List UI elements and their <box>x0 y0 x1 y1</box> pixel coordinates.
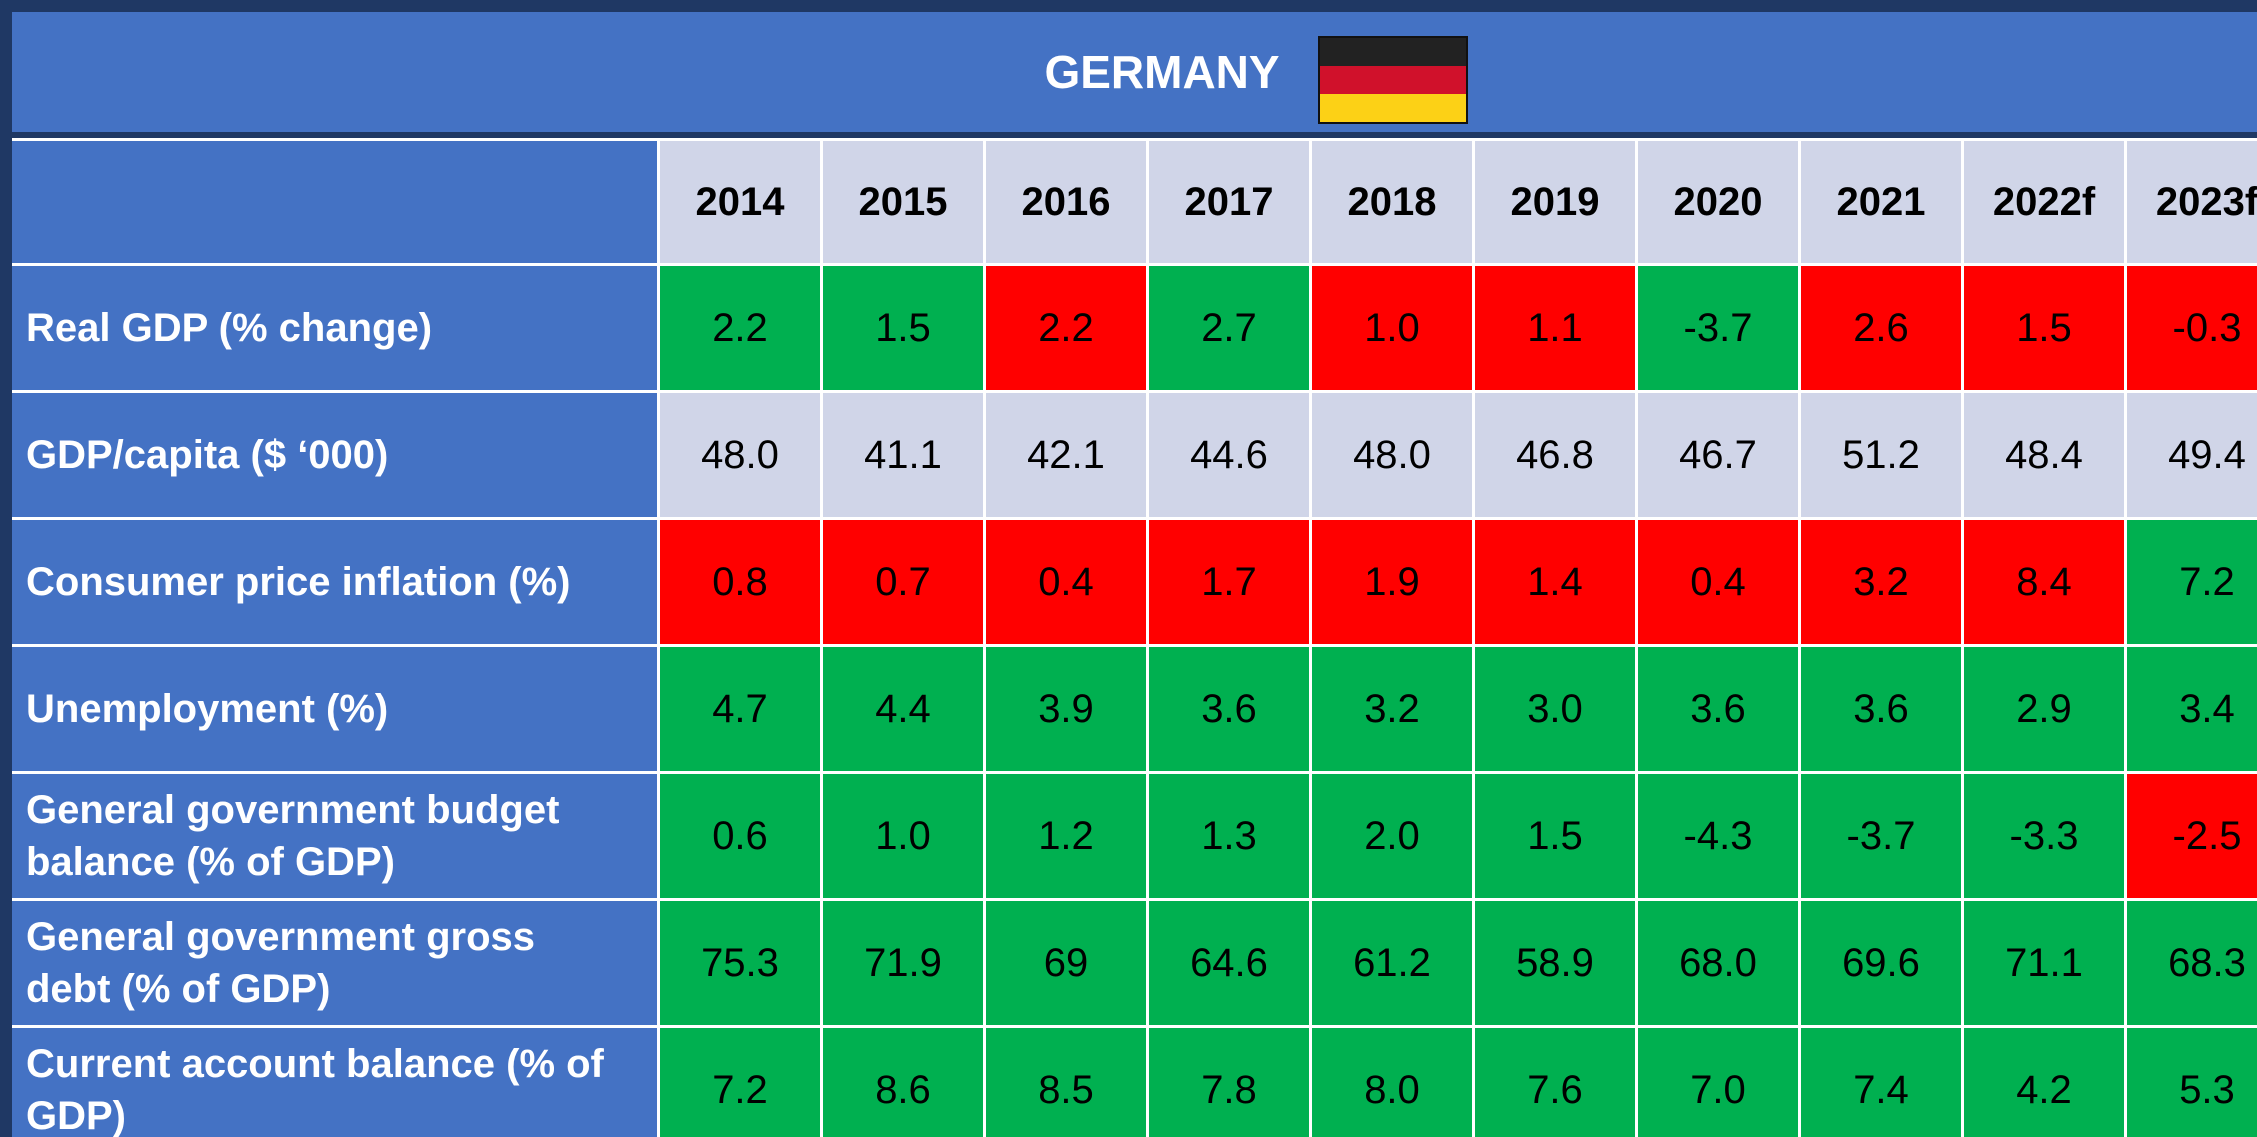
row-label: General government budget balance (% of … <box>12 774 657 898</box>
value-cell: 64.6 <box>1149 901 1309 1025</box>
value-cell: 1.1 <box>1475 266 1635 390</box>
column-header: 2017 <box>1149 141 1309 263</box>
value-cell: 1.7 <box>1149 520 1309 644</box>
row-label: Consumer price inflation (%) <box>12 520 657 644</box>
value-cell: 7.6 <box>1475 1028 1635 1137</box>
value-cell: 8.6 <box>823 1028 983 1137</box>
value-cell: 7.8 <box>1149 1028 1309 1137</box>
value-cell: 0.7 <box>823 520 983 644</box>
value-cell: 2.9 <box>1964 647 2124 771</box>
value-cell: 1.4 <box>1475 520 1635 644</box>
column-header: 2018 <box>1312 141 1472 263</box>
column-header: 2022f <box>1964 141 2124 263</box>
value-cell: 3.6 <box>1801 647 1961 771</box>
value-cell: 1.3 <box>1149 774 1309 898</box>
value-cell: 68.0 <box>1638 901 1798 1025</box>
value-cell: 0.4 <box>986 520 1146 644</box>
row-label: GDP/capita ($ ‘000) <box>12 393 657 517</box>
value-cell: 4.7 <box>660 647 820 771</box>
value-cell: 2.0 <box>1312 774 1472 898</box>
value-cell: 0.6 <box>660 774 820 898</box>
value-cell: 7.4 <box>1801 1028 1961 1137</box>
row-label: Current account balance (% of GDP) <box>12 1028 657 1137</box>
column-header: 2021 <box>1801 141 1961 263</box>
value-cell: 8.0 <box>1312 1028 1472 1137</box>
value-cell: 58.9 <box>1475 901 1635 1025</box>
value-cell: 5.3 <box>2127 1028 2257 1137</box>
column-header: 2023f <box>2127 141 2257 263</box>
value-cell: 48.4 <box>1964 393 2124 517</box>
row-label: General government gross debt (% of GDP) <box>12 901 657 1025</box>
value-cell: 48.0 <box>660 393 820 517</box>
flag-stripe <box>1320 94 1466 122</box>
corner-cell <box>12 141 657 263</box>
value-cell: -3.7 <box>1801 774 1961 898</box>
column-header: 2020 <box>1638 141 1798 263</box>
value-cell: 1.0 <box>823 774 983 898</box>
data-table: 2014 2015 2016 2017 2018 2019 2020 2021 2022f 202… <box>12 138 2257 1137</box>
value-cell: -3.3 <box>1964 774 2124 898</box>
value-cell: 69.6 <box>1801 901 1961 1025</box>
flag-icon <box>1318 36 1468 124</box>
value-cell: 3.6 <box>1149 647 1309 771</box>
value-cell: 68.3 <box>2127 901 2257 1025</box>
value-cell: -2.5 <box>2127 774 2257 898</box>
value-cell: 1.2 <box>986 774 1146 898</box>
value-cell: -4.3 <box>1638 774 1798 898</box>
value-cell: 1.0 <box>1312 266 1472 390</box>
value-cell: 46.7 <box>1638 393 1798 517</box>
value-cell: 42.1 <box>986 393 1146 517</box>
value-cell: 8.4 <box>1964 520 2124 644</box>
value-cell: 1.5 <box>1475 774 1635 898</box>
value-cell: 7.2 <box>660 1028 820 1137</box>
value-cell: 49.4 <box>2127 393 2257 517</box>
value-cell: -3.7 <box>1638 266 1798 390</box>
title: GERMANY <box>1044 46 1280 98</box>
value-cell: 0.8 <box>660 520 820 644</box>
value-cell: 2.2 <box>660 266 820 390</box>
value-cell: 61.2 <box>1312 901 1472 1025</box>
value-cell: 1.5 <box>1964 266 2124 390</box>
value-cell: 3.4 <box>2127 647 2257 771</box>
value-cell: -0.3 <box>2127 266 2257 390</box>
value-cell: 71.9 <box>823 901 983 1025</box>
column-header: 2019 <box>1475 141 1635 263</box>
value-cell: 51.2 <box>1801 393 1961 517</box>
value-cell: 7.2 <box>2127 520 2257 644</box>
value-cell: 1.9 <box>1312 520 1472 644</box>
value-cell: 0.4 <box>1638 520 1798 644</box>
flag-stripe <box>1320 38 1466 66</box>
value-cell: 69 <box>986 901 1146 1025</box>
value-cell: 1.5 <box>823 266 983 390</box>
value-cell: 3.6 <box>1638 647 1798 771</box>
row-label: Unemployment (%) <box>12 647 657 771</box>
row-label: Real GDP (% change) <box>12 266 657 390</box>
value-cell: 48.0 <box>1312 393 1472 517</box>
value-cell: 2.7 <box>1149 266 1309 390</box>
title-bar: GERMANY <box>12 12 2257 132</box>
value-cell: 3.2 <box>1801 520 1961 644</box>
value-cell: 71.1 <box>1964 901 2124 1025</box>
value-cell: 2.6 <box>1801 266 1961 390</box>
value-cell: 41.1 <box>823 393 983 517</box>
value-cell: 75.3 <box>660 901 820 1025</box>
value-cell: 8.5 <box>986 1028 1146 1137</box>
column-header: 2016 <box>986 141 1146 263</box>
value-cell: 3.2 <box>1312 647 1472 771</box>
value-cell: 2.2 <box>986 266 1146 390</box>
value-cell: 3.9 <box>986 647 1146 771</box>
column-header: 2015 <box>823 141 983 263</box>
value-cell: 46.8 <box>1475 393 1635 517</box>
value-cell: 4.4 <box>823 647 983 771</box>
flag-stripe <box>1320 66 1466 94</box>
value-cell: 44.6 <box>1149 393 1309 517</box>
value-cell: 3.0 <box>1475 647 1635 771</box>
value-cell: 7.0 <box>1638 1028 1798 1137</box>
column-header: 2014 <box>660 141 820 263</box>
value-cell: 4.2 <box>1964 1028 2124 1137</box>
